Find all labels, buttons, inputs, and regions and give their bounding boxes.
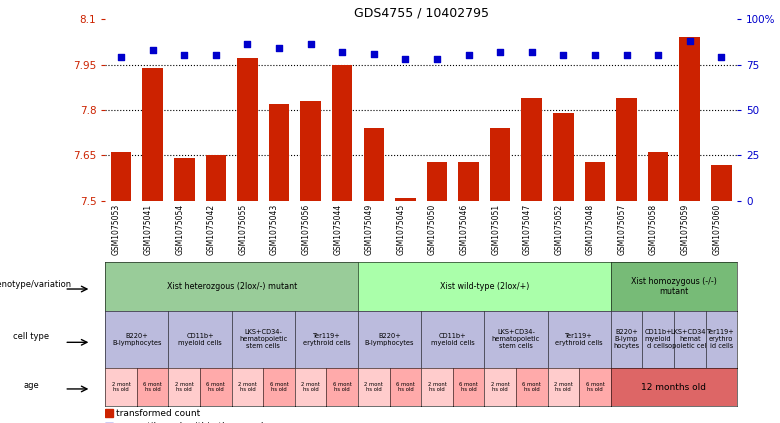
Point [620,52,633,59]
Text: Ter119+
erythro
id cells: Ter119+ erythro id cells [707,330,736,349]
Bar [237,58,257,201]
Point [273,45,285,52]
Point [431,56,443,63]
Text: 2 mont
hs old: 2 mont hs old [364,382,383,393]
Text: GSM1075050: GSM1075050 [428,204,437,255]
Text: 2 mont
hs old: 2 mont hs old [427,382,446,393]
Text: LKS+CD34-
hematopoietic
stem cells: LKS+CD34- hematopoietic stem cells [239,330,287,349]
Text: 2 mont
hs old: 2 mont hs old [491,382,509,393]
Point [178,52,190,59]
Text: Xist wild-type (2lox/+): Xist wild-type (2lox/+) [440,282,529,291]
Text: GSM1075059: GSM1075059 [681,204,690,255]
Text: GSM1075048: GSM1075048 [586,204,595,255]
Bar [174,159,194,201]
Text: GSM1075047: GSM1075047 [523,204,532,255]
Text: 2 mont
hs old: 2 mont hs old [175,382,193,393]
Text: 6 mont
hs old: 6 mont hs old [270,382,289,393]
Text: GSM1075042: GSM1075042 [207,204,216,255]
Text: GSM1075054: GSM1075054 [176,204,184,255]
Text: 6 mont
hs old: 6 mont hs old [459,382,478,393]
Bar [395,198,416,201]
Point [526,48,538,55]
Text: CD11b+
myeloid
d cells: CD11b+ myeloid d cells [644,330,672,349]
Title: GDS4755 / 10402795: GDS4755 / 10402795 [353,6,489,19]
Bar [143,68,163,201]
Text: GSM1075045: GSM1075045 [396,204,406,255]
Bar [459,162,479,201]
Text: 6 mont
hs old: 6 mont hs old [523,382,541,393]
Text: GSM1075044: GSM1075044 [333,204,342,255]
Text: 2 mont
hs old: 2 mont hs old [554,382,573,393]
Bar [269,104,289,201]
Point [683,38,696,44]
Text: B220+
B-lymphocytes: B220+ B-lymphocytes [112,333,161,346]
Point [494,48,506,55]
Point [589,52,601,59]
Text: 2 mont
hs old: 2 mont hs old [301,382,320,393]
Text: 6 mont
hs old: 6 mont hs old [207,382,225,393]
Point [115,54,127,60]
Text: 6 mont
hs old: 6 mont hs old [333,382,352,393]
Text: GSM1075046: GSM1075046 [459,204,469,255]
Bar [300,101,321,201]
Text: 6 mont
hs old: 6 mont hs old [586,382,604,393]
Text: 12 months old: 12 months old [641,382,707,392]
Text: GSM1075052: GSM1075052 [555,204,563,255]
Bar [490,128,510,201]
Text: GSM1075058: GSM1075058 [649,204,658,255]
Bar [679,37,700,201]
Text: Xist heterozgous (2lox/-) mutant: Xist heterozgous (2lox/-) mutant [167,282,296,291]
Point [210,52,222,59]
Bar [363,128,384,201]
Bar [553,113,573,201]
Text: cell type: cell type [13,332,49,341]
Point [336,48,349,55]
Bar [111,152,131,201]
Text: Ter119+
erythroid cells: Ter119+ erythroid cells [555,333,603,346]
Point [304,41,317,48]
Text: GSM1075049: GSM1075049 [365,204,374,255]
Text: 6 mont
hs old: 6 mont hs old [396,382,415,393]
Text: genotype/variation: genotype/variation [0,280,71,288]
Text: GSM1075060: GSM1075060 [712,204,722,255]
Bar [648,152,668,201]
Bar [427,162,447,201]
Bar [206,155,226,201]
Text: transformed count: transformed count [115,409,200,418]
Point [399,56,412,63]
Text: GSM1075055: GSM1075055 [239,204,247,255]
Bar [522,98,542,201]
Point [147,47,159,53]
Text: Xist homozygous (-/-)
mutant: Xist homozygous (-/-) mutant [631,277,717,296]
Text: CD11b+
myeloid cells: CD11b+ myeloid cells [431,333,475,346]
Text: GSM1075051: GSM1075051 [491,204,500,255]
Text: 2 mont
hs old: 2 mont hs old [112,382,130,393]
Point [463,52,475,59]
Text: age: age [23,381,39,390]
Text: GSM1075041: GSM1075041 [144,204,153,255]
Bar [711,165,732,201]
Text: 6 mont
hs old: 6 mont hs old [144,382,162,393]
Text: GSM1075056: GSM1075056 [302,204,310,255]
Point [367,50,380,57]
Text: B220+
B-lymp
hocytes: B220+ B-lymp hocytes [614,330,640,349]
Text: LKS+CD34-
hemat
opoietic cells: LKS+CD34- hemat opoietic cells [668,330,711,349]
Point [652,52,665,59]
Text: LKS+CD34-
hematopoietic
stem cells: LKS+CD34- hematopoietic stem cells [492,330,540,349]
Text: GSM1075043: GSM1075043 [270,204,279,255]
Bar [616,98,636,201]
Point [715,54,728,60]
Text: GSM1075053: GSM1075053 [112,204,121,255]
Point [557,52,569,59]
Bar [105,409,113,417]
Bar [585,162,605,201]
Text: CD11b+
myeloid cells: CD11b+ myeloid cells [178,333,222,346]
Text: 2 mont
hs old: 2 mont hs old [238,382,257,393]
Text: GSM1075057: GSM1075057 [618,204,626,255]
Bar [332,64,353,201]
Text: Ter119+
erythroid cells: Ter119+ erythroid cells [303,333,350,346]
Point [241,41,254,48]
Text: B220+
B-lymphocytes: B220+ B-lymphocytes [365,333,414,346]
